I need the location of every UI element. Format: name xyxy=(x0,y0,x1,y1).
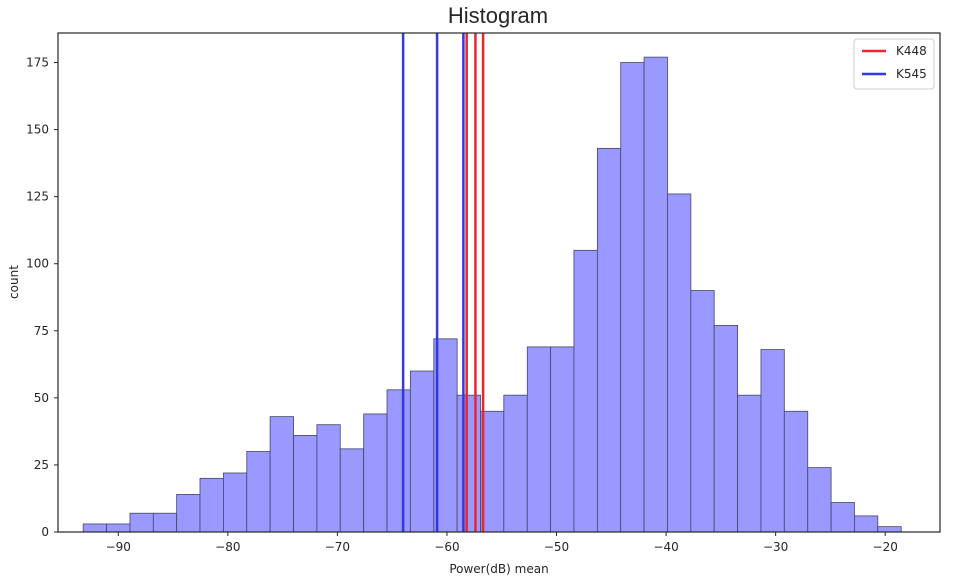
y-tick-label: 25 xyxy=(34,458,49,472)
histogram-bar xyxy=(106,523,131,533)
y-axis-ticks: 0 25 50 75 100 125 150 175 xyxy=(26,56,58,539)
y-tick-label: 150 xyxy=(26,123,49,137)
y-tick-label: 100 xyxy=(26,257,49,271)
y-axis-label: count xyxy=(7,265,21,299)
histogram-bar xyxy=(152,512,178,533)
histogram-bar xyxy=(713,325,739,533)
histogram-bar xyxy=(363,413,388,533)
legend-label-k448: K448 xyxy=(896,44,927,58)
x-axis-ticks: −90 −80 −70 −60 −50 −40 −30 −20 xyxy=(106,532,898,554)
histogram-bar xyxy=(573,249,598,533)
plot-frame xyxy=(57,32,941,533)
histogram-bar xyxy=(409,370,435,533)
histogram-bar xyxy=(737,394,762,533)
x-tick-label: −70 xyxy=(325,540,350,554)
y-tick-label: 125 xyxy=(26,190,49,204)
histogram-bar xyxy=(550,346,575,533)
histogram-bar xyxy=(503,394,528,533)
legend-label-k545: K545 xyxy=(896,67,927,81)
histogram-bar xyxy=(830,502,855,533)
histogram-bar xyxy=(783,410,809,533)
histogram-bar xyxy=(176,494,201,533)
histogram-bar xyxy=(386,389,411,533)
histogram-bar xyxy=(269,416,294,533)
histogram-bar xyxy=(690,290,715,533)
legend: K448 K545 xyxy=(853,38,935,90)
histogram-bar xyxy=(877,526,902,533)
x-tick-label: −20 xyxy=(873,540,898,554)
x-tick-label: −90 xyxy=(106,540,131,554)
histogram-bar xyxy=(456,394,481,533)
histogram-bar xyxy=(82,523,107,533)
histogram-bar xyxy=(339,448,365,533)
chart-title: Histogram xyxy=(448,3,548,28)
y-tick-label: 0 xyxy=(41,525,49,539)
histogram-bar xyxy=(246,451,271,533)
histogram-bar xyxy=(223,472,248,533)
y-tick-label: 75 xyxy=(34,324,49,338)
histogram-bar xyxy=(526,346,552,533)
x-tick-label: −50 xyxy=(544,540,569,554)
histogram-bar xyxy=(760,349,785,533)
histogram-bar xyxy=(667,193,692,533)
histogram-bar xyxy=(129,512,154,533)
x-tick-label: −40 xyxy=(653,540,678,554)
x-tick-label: −30 xyxy=(763,540,788,554)
histogram-bar xyxy=(807,467,832,533)
histogram-bar xyxy=(199,477,224,533)
histogram-bar xyxy=(643,56,668,533)
reference-lines xyxy=(401,33,485,532)
histogram-bar xyxy=(596,147,622,533)
histogram-bar xyxy=(293,435,318,533)
y-tick-label: 175 xyxy=(26,56,49,70)
x-axis-label: Power(dB) mean xyxy=(449,562,548,576)
x-tick-label: −80 xyxy=(215,540,240,554)
histogram-bars xyxy=(82,56,902,533)
histogram-bar xyxy=(620,62,645,533)
histogram-bar xyxy=(316,424,341,533)
histogram-bar xyxy=(854,515,879,533)
y-tick-label: 50 xyxy=(34,391,49,405)
x-tick-label: −60 xyxy=(434,540,459,554)
